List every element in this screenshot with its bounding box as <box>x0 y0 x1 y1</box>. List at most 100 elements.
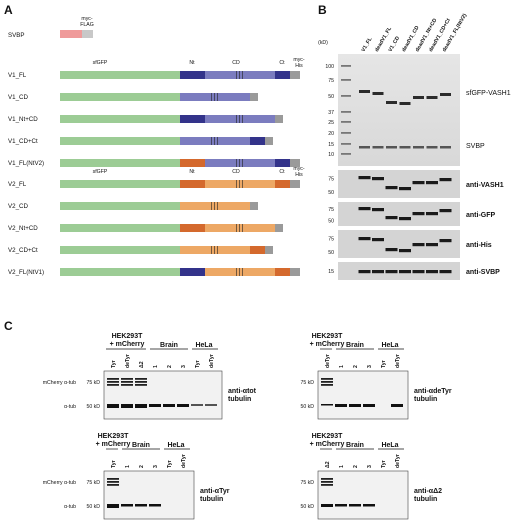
panel-c-blot4: HEK293T + mCherry Brain HeLa Δ2 1 2 3 Tyr deTyr 75… <box>300 433 442 520</box>
band-mcherry <box>121 381 133 383</box>
group-hela: HeLa <box>381 342 398 349</box>
lane-label: Tyr <box>195 360 201 368</box>
lane-label: 3 <box>367 365 373 368</box>
band-tubulin <box>335 404 347 407</box>
header-sfgfp: sfGFP <box>93 60 108 66</box>
label-alpha-tub: α-tub <box>64 504 76 510</box>
band-mcherry <box>321 378 333 380</box>
domain-cd <box>205 71 275 79</box>
svbp-band <box>386 146 397 149</box>
gel-marker-label: 37 <box>328 110 334 116</box>
lane-label: Tyr <box>111 460 117 468</box>
construct-row: V1_CD <box>8 93 258 101</box>
blot-band <box>439 270 452 274</box>
domain-ct <box>275 71 290 79</box>
construct-label: V1_FL <box>8 72 27 79</box>
gel-marker-label: 25 <box>328 120 334 126</box>
construct-label: V2_Nt+CD <box>8 225 38 232</box>
domain-sfgfp <box>60 115 180 123</box>
domain-sfgfp <box>60 93 180 101</box>
blot-anti-vash1: 75 50 anti-VASH1 <box>328 170 504 198</box>
blot-band <box>358 270 371 274</box>
blot-band <box>439 178 452 182</box>
panel-c-blot1: HEK293T + mCherry Brain HeLa Tyr deTyr Δ2 1 2 3 Ty… <box>43 333 257 420</box>
blot-antibody-label: anti-GFP <box>466 212 495 219</box>
band-mcherry <box>135 384 147 386</box>
band-tubulin <box>321 504 333 507</box>
lane-label: V1_FL <box>361 36 374 53</box>
band-mcherry <box>321 478 333 480</box>
blot-band <box>412 181 425 185</box>
domain-ct <box>250 137 265 145</box>
domain-nt <box>180 224 205 232</box>
lane-label: deTyr <box>395 354 401 368</box>
kd-unit: (kD) <box>318 40 328 46</box>
construct-row: V1_FL(NtV2) <box>8 159 300 167</box>
domain-cd <box>205 268 275 276</box>
band-tubulin <box>205 404 217 406</box>
domain-cd <box>180 202 250 210</box>
fusion-band <box>372 92 384 95</box>
blot-antibody-label: anti-SVBP <box>466 269 500 276</box>
domain-ct <box>275 268 290 276</box>
lane-label: 2 <box>353 465 359 468</box>
gel-ladder <box>341 65 351 155</box>
antibody-label: anti-αTyr tubulin <box>200 488 230 503</box>
gel-markers: 100 75 50 37 25 20 15 10 <box>325 64 334 158</box>
blot-band <box>372 238 384 242</box>
band-tubulin <box>321 404 333 406</box>
header-ct: Ct <box>279 60 285 66</box>
blot-marker-label: 50 <box>328 190 334 196</box>
blot-band <box>439 209 452 213</box>
domain-cd <box>205 224 275 232</box>
band-mcherry <box>107 484 119 486</box>
domain-tag <box>290 180 300 188</box>
blot-antibody-label: anti-VASH1 <box>466 182 504 189</box>
antibody-label: anti-αtot tubulin <box>228 388 257 403</box>
v2-construct-rows: V2_FL V2_CD V2_Nt+CD V2_CD+Ct V2_FL(NtV1) <box>8 180 300 276</box>
gel-marker-label: 20 <box>328 131 334 137</box>
band-tubulin <box>107 404 119 408</box>
coomassie-gel <box>338 54 460 166</box>
domain-sfgfp <box>60 246 180 254</box>
band-mcherry <box>121 378 133 380</box>
domain-tag <box>265 246 273 254</box>
lane-label: Δ2 <box>325 461 331 468</box>
gel-marker-label: 50 <box>328 94 334 100</box>
domain-tag <box>290 268 300 276</box>
domain-sfgfp <box>60 180 180 188</box>
blot-anti-gfp: 75 50 anti-GFP <box>328 202 495 226</box>
band-tubulin <box>121 404 133 408</box>
domain-cd <box>205 115 275 123</box>
band-mcherry <box>321 381 333 383</box>
lane-label: Tyr <box>381 360 387 368</box>
lane-label: Δ2 <box>139 361 145 368</box>
construct-row: V1_FL <box>8 71 300 79</box>
label-mcherry-tub: mCherry α-tub <box>43 480 76 486</box>
fusion-band <box>440 93 451 96</box>
construct-label: V1_CD+Ct <box>8 138 38 145</box>
band-mcherry <box>321 481 333 483</box>
lane-label: V1_CD <box>388 35 402 53</box>
header-tag: myc-His <box>293 57 305 69</box>
domain-sfgfp <box>60 224 180 232</box>
construct-row: V2_CD <box>8 202 258 210</box>
ladder-band <box>341 121 351 123</box>
group-brain: Brain <box>346 342 364 349</box>
blot-marker-label: 75 <box>328 236 334 242</box>
western-blots: 75 50 anti-VASH1 75 50 anti-GFP 75 50 anti-His 15… <box>328 170 504 280</box>
lane-label: deTyr <box>181 454 187 468</box>
band-mcherry <box>107 481 119 483</box>
header-nt: Nt <box>189 169 195 175</box>
blot-band <box>426 243 438 247</box>
band-mcherry <box>135 381 147 383</box>
blot-membrane <box>338 202 460 226</box>
blot-band <box>385 270 398 274</box>
band-tubulin <box>177 404 189 407</box>
marker-50kd: 50 kD <box>300 404 314 410</box>
v1-domain-headers: sfGFP Nt CD Ct myc-His <box>93 57 305 69</box>
panel-a-constructs: SVBP myc-FLAG sfGFP Nt CD Ct myc-His V1_… <box>8 16 305 276</box>
domain-alt <box>180 159 205 167</box>
blot-band <box>372 208 384 212</box>
construct-row: V1_Nt+CD <box>8 115 283 123</box>
